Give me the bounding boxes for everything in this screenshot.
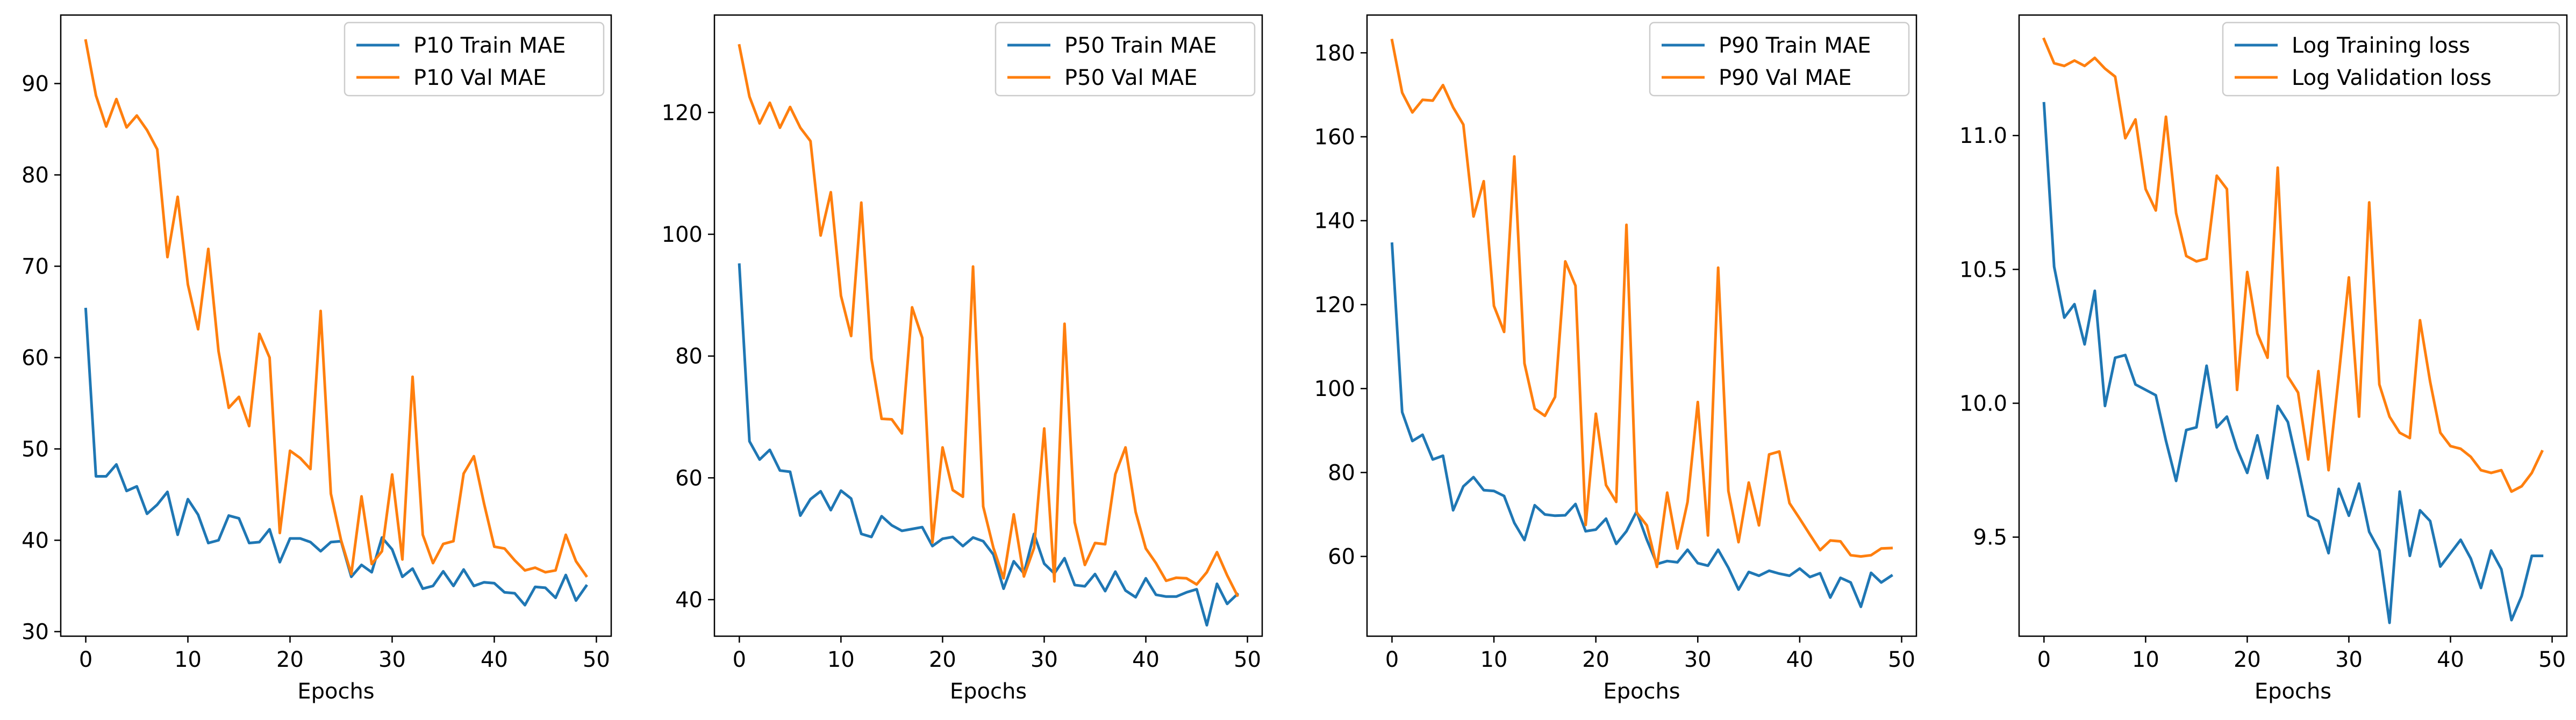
legend-label: P50 Train MAE [1064,33,1217,58]
y-tick-label: 100 [662,222,703,247]
y-tick-label: 100 [1314,377,1355,401]
x-tick-label: 20 [1582,647,1609,672]
x-tick-label: 0 [2037,647,2051,672]
y-tick-label: 9.5 [1973,525,2007,550]
x-tick-label: 50 [1234,647,1261,672]
y-tick-label: 40 [22,529,49,553]
x-tick-label: 20 [2234,647,2261,672]
y-tick-label: 10.0 [1959,392,2007,416]
chart-panel-1: 0 10 20 30 40 50 30 40 50 60 70 80 90 Epochs P10 Train… [22,14,612,704]
x-axis-label: Epochs [950,679,1027,704]
series-line-train [1390,242,1893,608]
legend-box [1649,21,1910,97]
y-tick-label: 180 [1314,41,1355,66]
legend-label: P90 Train MAE [1719,33,1871,58]
x-tick-label: 20 [276,647,304,672]
x-tick-label: 30 [378,647,406,672]
series-line-val [2042,37,2544,493]
x-tick-label: 50 [1888,647,1915,672]
x-tick-label: 30 [1031,647,1058,672]
y-tick-label: 70 [22,255,49,279]
legend-box [994,21,1256,97]
x-tick-label: 30 [2335,647,2363,672]
axes-frame [713,14,1263,637]
axes-frame [2018,14,2568,637]
y-tick-label: 40 [675,588,703,613]
legend-label: P50 Val MAE [1064,66,1197,90]
y-tick-label: 80 [1328,460,1355,485]
chart-panel-4: 0 10 20 30 40 50 9.5 10.0 10.5 11.0 Epochs Log Trai… [1959,14,2568,704]
x-tick-label: 50 [583,647,610,672]
legend-box [344,21,605,97]
x-axis-label: Epochs [297,679,374,704]
x-tick-label: 40 [1132,647,1160,672]
x-tick-label: 20 [929,647,956,672]
legend-box [2222,21,2560,97]
x-tick-label: 40 [1786,647,1813,672]
legend-label: Log Training loss [2292,33,2470,58]
y-tick-label: 60 [22,346,49,371]
x-tick-label: 10 [2132,647,2159,672]
y-tick-label: 120 [1314,293,1355,318]
chart-panel-3: 0 10 20 30 40 50 60 80 100 120 140 160 180 Epochs P90 … [1314,14,1917,704]
y-tick-label: 140 [1314,209,1355,234]
x-tick-label: 10 [1480,647,1508,672]
legend-label: P90 Val MAE [1719,66,1851,90]
series-line-train [84,307,588,607]
x-tick-label: 40 [481,647,508,672]
legend-label: P10 Val MAE [413,66,546,90]
series-line-train [2042,102,2544,624]
x-tick-label: 10 [174,647,202,672]
series-line-val [84,39,588,578]
y-tick-label: 90 [22,72,49,97]
x-tick-label: 0 [79,647,92,672]
y-tick-label: 160 [1314,125,1355,150]
y-tick-label: 30 [22,620,49,645]
x-tick-label: 30 [1684,647,1712,672]
x-tick-label: 40 [2437,647,2464,672]
x-tick-label: 0 [733,647,746,672]
y-tick-label: 80 [675,344,703,369]
x-axis-label: Epochs [1603,679,1680,704]
chart-panel-2: 0 10 20 30 40 50 40 60 80 100 120 Epochs P50 Train M… [662,14,1263,704]
axes-frame [60,14,612,637]
x-axis-label: Epochs [2255,679,2331,704]
axes-frame [1366,14,1917,637]
x-tick-label: 10 [827,647,855,672]
y-tick-label: 80 [22,163,49,188]
legend-label: Log Validation loss [2292,66,2492,90]
x-tick-label: 50 [2538,647,2566,672]
y-tick-label: 11.0 [1959,124,2007,148]
legend-label: P10 Train MAE [413,33,566,58]
series-line-val [738,44,1240,597]
y-tick-label: 60 [1328,545,1355,570]
y-tick-label: 120 [662,100,703,125]
x-tick-label: 0 [1385,647,1399,672]
series-line-val [1390,38,1893,568]
y-tick-label: 60 [675,466,703,491]
series-line-train [738,263,1240,627]
y-tick-label: 10.5 [1959,257,2007,282]
y-tick-label: 50 [22,437,49,462]
